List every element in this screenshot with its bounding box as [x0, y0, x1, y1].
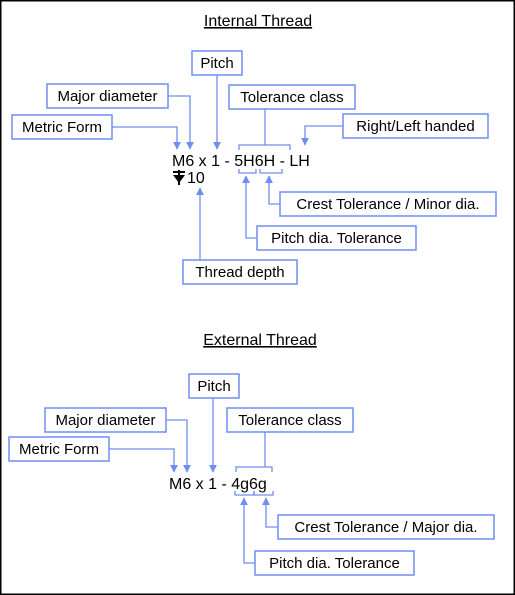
svg-text:Pitch dia. Tolerance: Pitch dia. Tolerance — [271, 230, 402, 247]
svg-text:Right/Left handed: Right/Left handed — [356, 118, 474, 135]
depth-symbol-icon — [173, 170, 185, 185]
svg-text:Pitch dia. Tolerance: Pitch dia. Tolerance — [269, 555, 400, 572]
thread-depth-value: 10 — [187, 170, 205, 187]
external-thread-callout: M6 x 1 - 4g6g — [169, 476, 267, 493]
ext-crest-tolerance-underline — [253, 491, 274, 496]
ext-pitch-dia-tolerance-label: Pitch dia. Tolerance — [254, 550, 415, 576]
svg-text:Metric Form: Metric Form — [22, 119, 102, 136]
tolerance-class-bracket — [238, 144, 291, 150]
internal-thread-section: Internal Thread Pitch Major diameter Tol… — [11, 13, 497, 285]
svg-text:Thread depth: Thread depth — [195, 264, 284, 281]
ext-pitch-label: Pitch — [188, 373, 240, 399]
internal-thread-title: Internal Thread — [204, 13, 312, 30]
svg-text:Pitch: Pitch — [200, 55, 233, 72]
ext-tolerance-class-label: Tolerance class — [226, 407, 354, 433]
crest-tolerance-connector — [265, 175, 280, 205]
metric-form-label: Metric Form — [11, 114, 113, 140]
svg-text:Crest Tolerance / Minor dia.: Crest Tolerance / Minor dia. — [296, 196, 479, 213]
internal-thread-callout: M6 x 1 - 5H6H - LH — [172, 153, 310, 170]
external-thread-title: External Thread — [203, 332, 317, 349]
pitch-tolerance-underline — [238, 169, 257, 174]
handedness-label: Right/Left handed — [342, 113, 489, 139]
ext-major-diameter-label: Major diameter — [44, 407, 167, 433]
svg-text:Pitch: Pitch — [197, 378, 230, 395]
handedness-connector — [301, 125, 343, 146]
major-diameter-connector — [168, 95, 194, 150]
pitch-label: Pitch — [191, 50, 243, 76]
ext-metric-form-connector — [109, 448, 178, 473]
major-diameter-label: Major diameter — [46, 83, 169, 109]
pitch-dia-tolerance-connector — [242, 175, 257, 239]
svg-text:Major diameter: Major diameter — [55, 412, 155, 429]
ext-tolerance-class-bracket — [235, 466, 273, 472]
thread-depth-label: Thread depth — [182, 259, 298, 285]
ext-major-diameter-connector — [166, 419, 191, 473]
metric-form-connector — [112, 126, 181, 150]
ext-crest-tolerance-connector — [262, 497, 278, 528]
svg-text:Crest Tolerance / Major dia.: Crest Tolerance / Major dia. — [294, 519, 477, 536]
crest-tolerance-label: Crest Tolerance / Minor dia. — [279, 191, 497, 217]
svg-text:Major diameter: Major diameter — [57, 88, 157, 105]
svg-text:Metric Form: Metric Form — [19, 441, 99, 458]
tolerance-class-label: Tolerance class — [228, 84, 356, 110]
svg-text:Tolerance class: Tolerance class — [238, 412, 341, 429]
ext-metric-form-label: Metric Form — [8, 436, 110, 462]
crest-tolerance-underline — [259, 169, 283, 174]
pitch-dia-tolerance-label: Pitch dia. Tolerance — [256, 225, 417, 251]
svg-text:Tolerance class: Tolerance class — [240, 89, 343, 106]
external-thread-section: External Thread Pitch Major diameter Tol… — [8, 332, 495, 576]
ext-crest-tolerance-label: Crest Tolerance / Major dia. — [277, 514, 495, 540]
ext-pitch-dia-tolerance-connector — [240, 497, 255, 564]
